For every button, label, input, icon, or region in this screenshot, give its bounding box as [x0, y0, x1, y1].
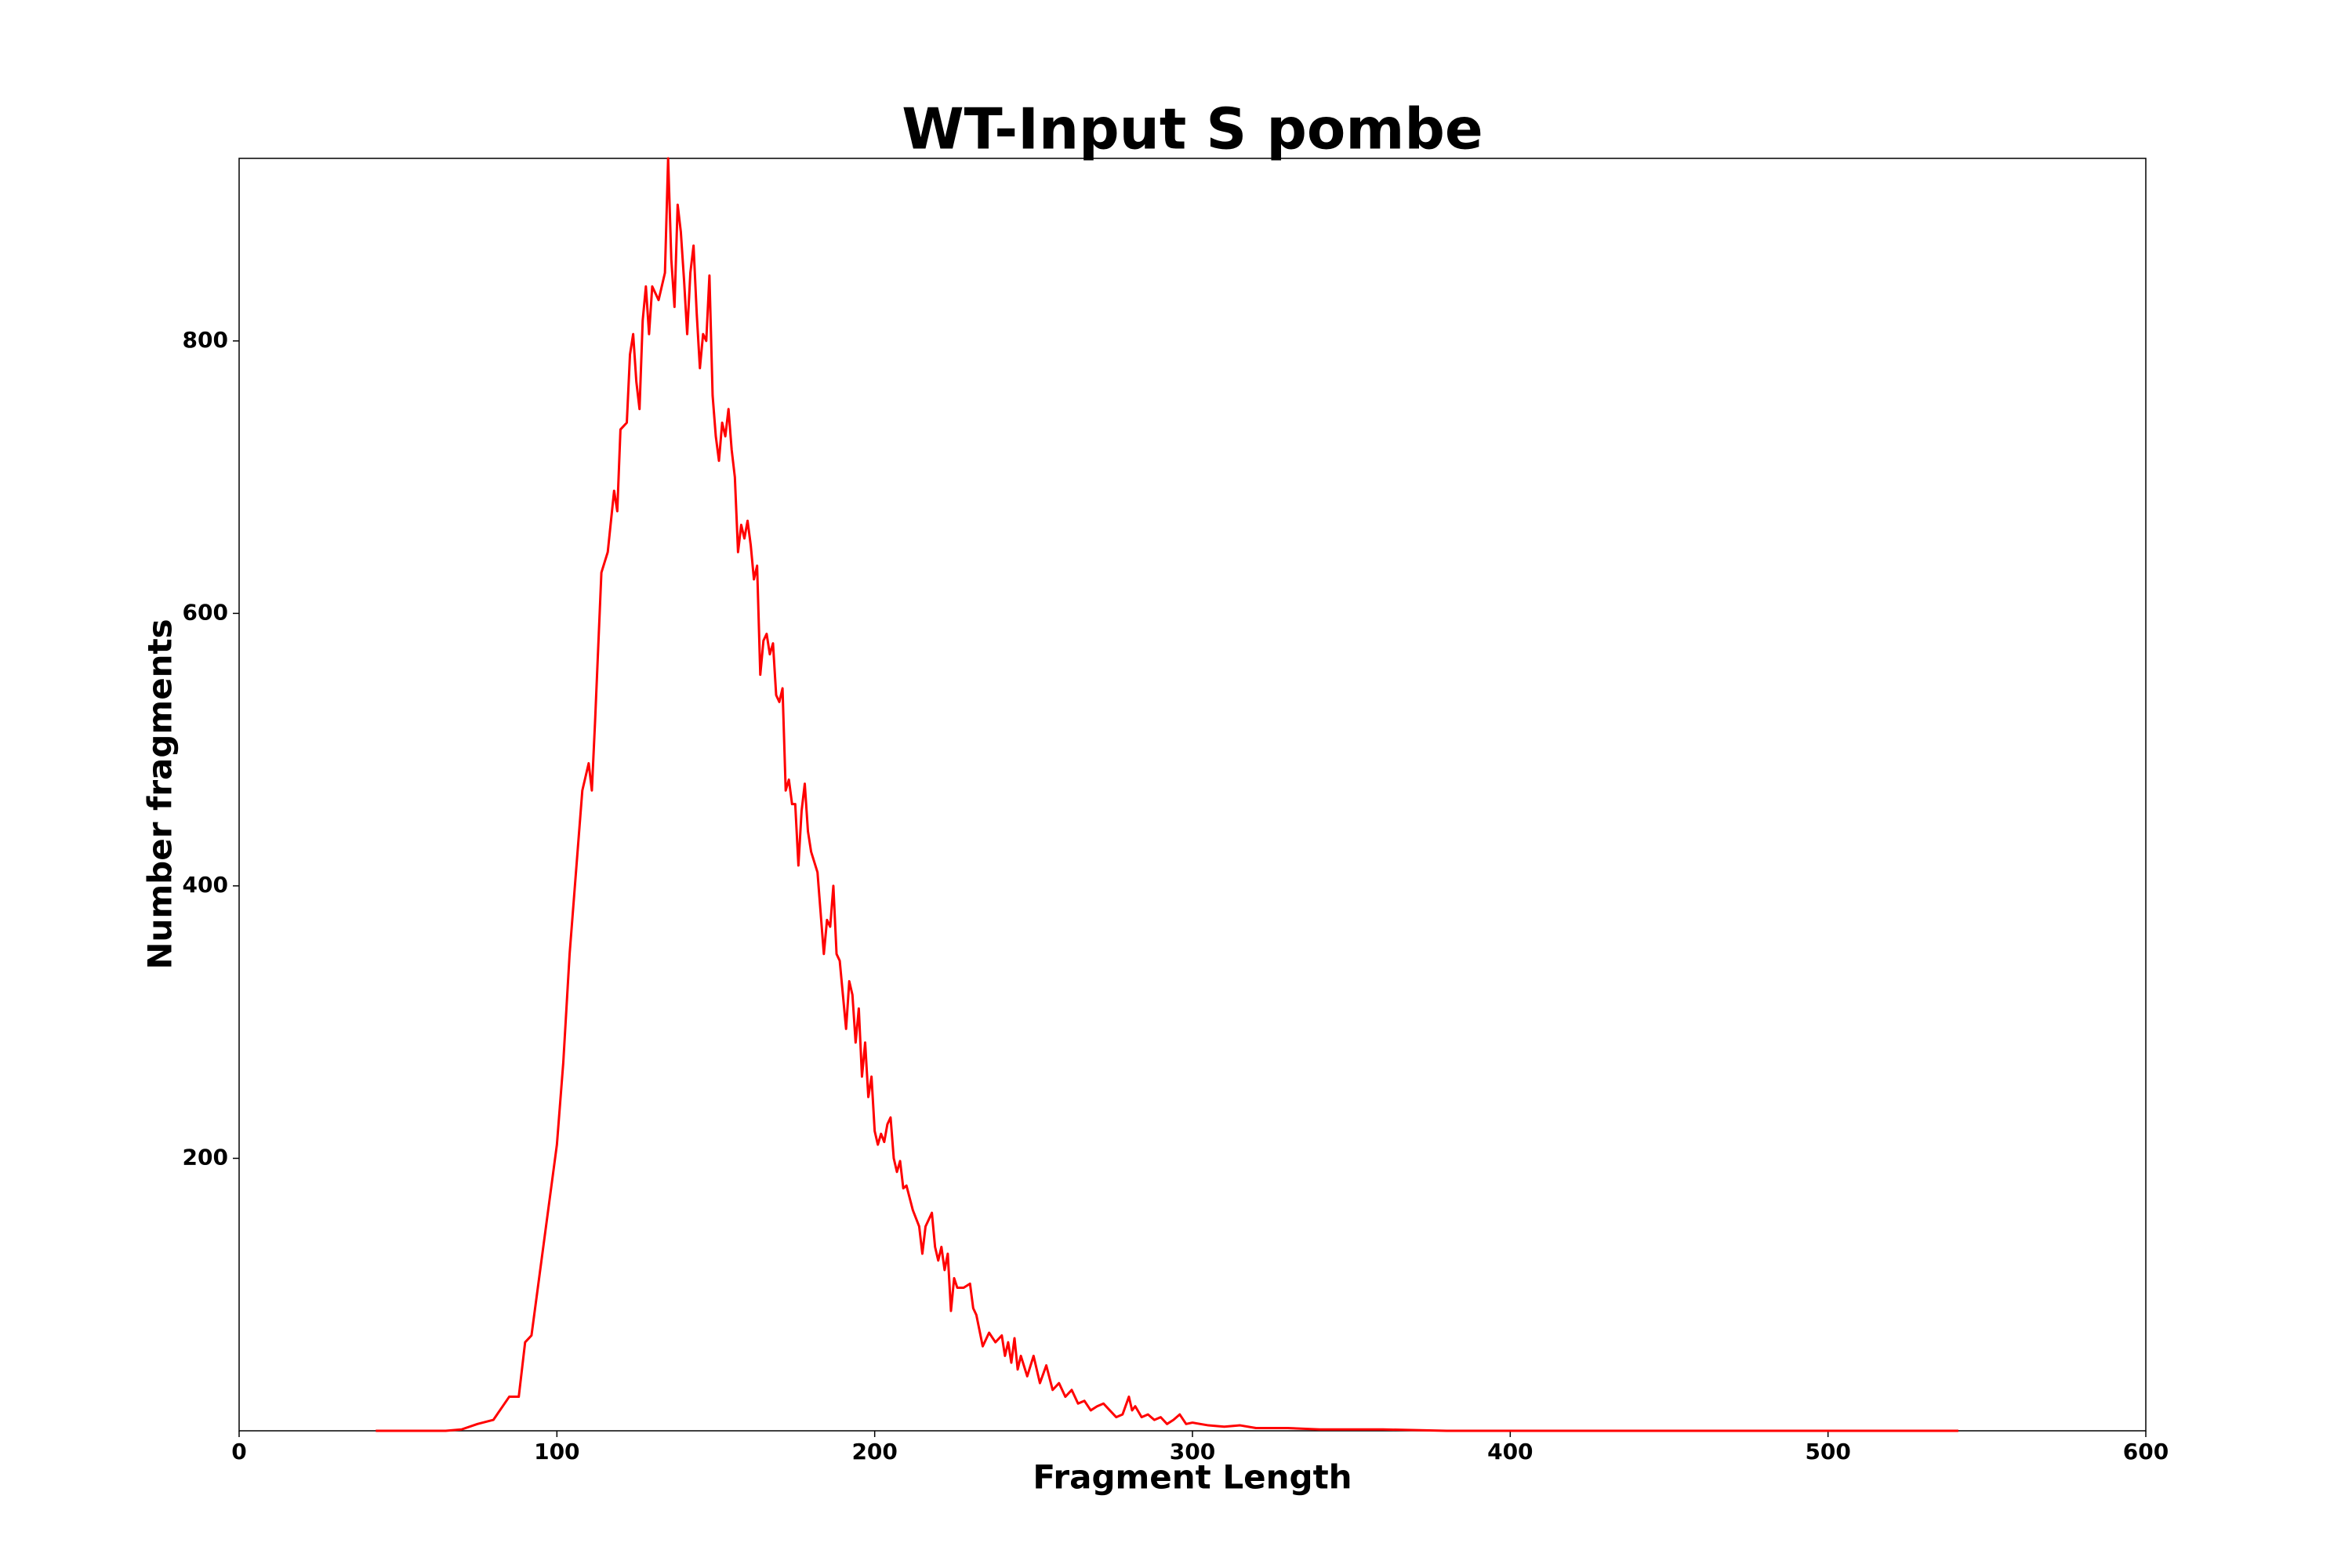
chart-title: WT-Input S pombe — [902, 96, 1483, 162]
y-axis-label: Number fragments — [141, 619, 180, 969]
plot-frame — [238, 158, 2147, 1432]
x-tick-label: 500 — [1805, 1439, 1850, 1465]
x-tick-label: 0 — [231, 1439, 246, 1465]
y-tick-label: 800 — [183, 327, 228, 353]
x-tick-label: 400 — [1487, 1439, 1533, 1465]
y-tick-label: 400 — [183, 872, 228, 898]
x-tick-label: 300 — [1170, 1439, 1215, 1465]
x-axis-label: Fragment Length — [1033, 1458, 1352, 1497]
x-tick-label: 200 — [851, 1439, 897, 1465]
x-tick-label: 600 — [2123, 1439, 2169, 1465]
x-tick-label: 100 — [534, 1439, 579, 1465]
y-tick-label: 600 — [183, 599, 228, 625]
data-line — [376, 157, 1958, 1432]
y-tick-label: 200 — [183, 1144, 228, 1170]
